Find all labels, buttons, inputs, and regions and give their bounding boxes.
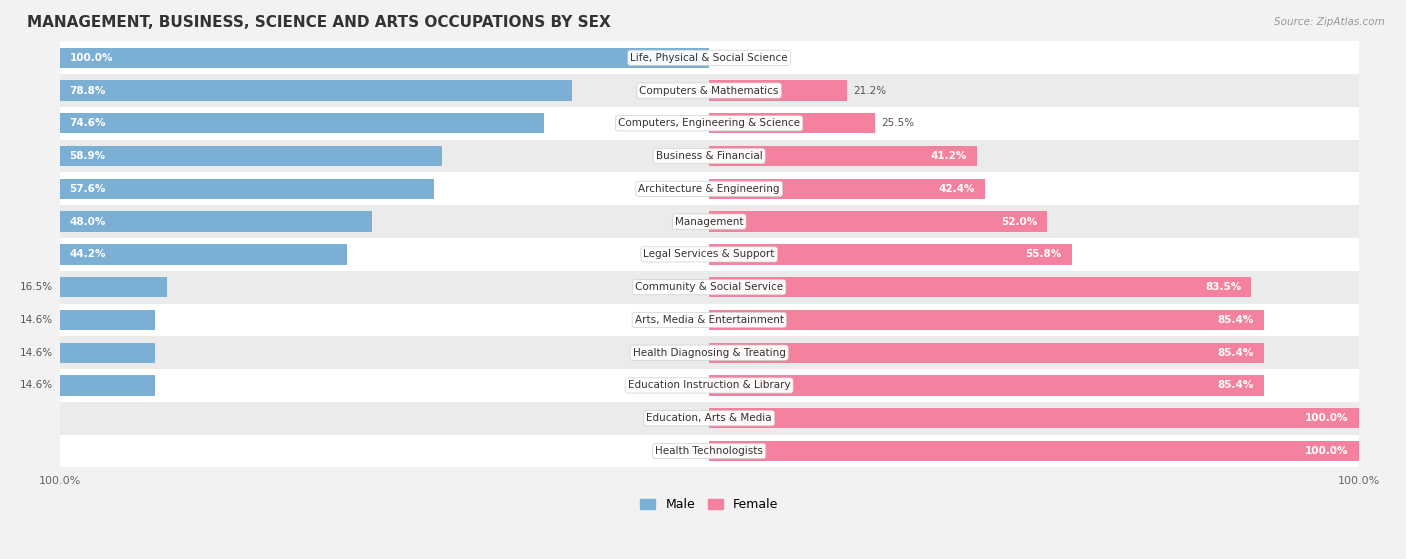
Bar <box>709 146 977 166</box>
Bar <box>709 80 846 101</box>
Text: 14.6%: 14.6% <box>20 381 53 390</box>
Text: 0.0%: 0.0% <box>723 53 748 63</box>
Text: 100.0%: 100.0% <box>1305 413 1348 423</box>
Text: 25.5%: 25.5% <box>882 119 914 129</box>
Bar <box>60 244 347 264</box>
Text: Education Instruction & Library: Education Instruction & Library <box>628 381 790 390</box>
Bar <box>709 375 1264 396</box>
Text: 52.0%: 52.0% <box>1001 216 1038 226</box>
Text: 85.4%: 85.4% <box>1218 315 1254 325</box>
Text: Health Diagnosing & Treating: Health Diagnosing & Treating <box>633 348 786 358</box>
Text: 44.2%: 44.2% <box>69 249 105 259</box>
Text: 55.8%: 55.8% <box>1025 249 1062 259</box>
Text: Education, Arts & Media: Education, Arts & Media <box>647 413 772 423</box>
Bar <box>60 205 1358 238</box>
Text: 48.0%: 48.0% <box>69 216 105 226</box>
Text: 58.9%: 58.9% <box>69 151 105 161</box>
Text: 78.8%: 78.8% <box>69 86 105 96</box>
Bar <box>60 375 155 396</box>
Text: MANAGEMENT, BUSINESS, SCIENCE AND ARTS OCCUPATIONS BY SEX: MANAGEMENT, BUSINESS, SCIENCE AND ARTS O… <box>27 15 612 30</box>
Text: 14.6%: 14.6% <box>20 315 53 325</box>
Bar <box>60 238 1358 271</box>
Bar <box>709 408 1358 428</box>
Text: Business & Financial: Business & Financial <box>655 151 762 161</box>
Text: 57.6%: 57.6% <box>69 184 105 194</box>
Bar <box>60 369 1358 402</box>
Text: 85.4%: 85.4% <box>1218 381 1254 390</box>
Text: Computers, Engineering & Science: Computers, Engineering & Science <box>619 119 800 129</box>
Bar <box>60 74 1358 107</box>
Bar <box>60 211 371 232</box>
Bar <box>60 41 1358 74</box>
Text: 100.0%: 100.0% <box>1305 446 1348 456</box>
Bar <box>709 179 984 199</box>
Text: Management: Management <box>675 216 744 226</box>
Bar <box>60 402 1358 434</box>
Text: Life, Physical & Social Science: Life, Physical & Social Science <box>630 53 787 63</box>
Bar <box>60 48 709 68</box>
Bar <box>60 337 1358 369</box>
Text: Community & Social Service: Community & Social Service <box>636 282 783 292</box>
Text: Health Technologists: Health Technologists <box>655 446 763 456</box>
Bar <box>60 107 1358 140</box>
Text: 41.2%: 41.2% <box>931 151 967 161</box>
Bar <box>60 80 571 101</box>
Bar <box>60 271 1358 304</box>
Bar <box>60 146 443 166</box>
Bar <box>60 277 167 297</box>
Bar <box>60 113 544 134</box>
Text: Computers & Mathematics: Computers & Mathematics <box>640 86 779 96</box>
Text: Architecture & Engineering: Architecture & Engineering <box>638 184 780 194</box>
Text: Legal Services & Support: Legal Services & Support <box>644 249 775 259</box>
Text: 16.5%: 16.5% <box>20 282 53 292</box>
Bar <box>60 343 155 363</box>
Text: 74.6%: 74.6% <box>69 119 105 129</box>
Bar <box>709 343 1264 363</box>
Text: 21.2%: 21.2% <box>853 86 886 96</box>
Text: 14.6%: 14.6% <box>20 348 53 358</box>
Bar <box>60 179 434 199</box>
Text: Source: ZipAtlas.com: Source: ZipAtlas.com <box>1274 17 1385 27</box>
Legend: Male, Female: Male, Female <box>636 493 783 517</box>
Bar <box>709 277 1251 297</box>
Text: Arts, Media & Entertainment: Arts, Media & Entertainment <box>634 315 783 325</box>
Bar <box>60 173 1358 205</box>
Text: 0.0%: 0.0% <box>669 413 696 423</box>
Text: 42.4%: 42.4% <box>938 184 974 194</box>
Bar <box>60 140 1358 173</box>
Bar <box>60 304 1358 337</box>
Text: 85.4%: 85.4% <box>1218 348 1254 358</box>
Bar <box>709 113 875 134</box>
Bar <box>709 211 1047 232</box>
Text: 100.0%: 100.0% <box>69 53 112 63</box>
Text: 83.5%: 83.5% <box>1205 282 1241 292</box>
Bar <box>60 434 1358 467</box>
Text: 0.0%: 0.0% <box>669 446 696 456</box>
Bar <box>709 244 1071 264</box>
Bar <box>60 310 155 330</box>
Bar <box>709 441 1358 461</box>
Bar <box>709 310 1264 330</box>
